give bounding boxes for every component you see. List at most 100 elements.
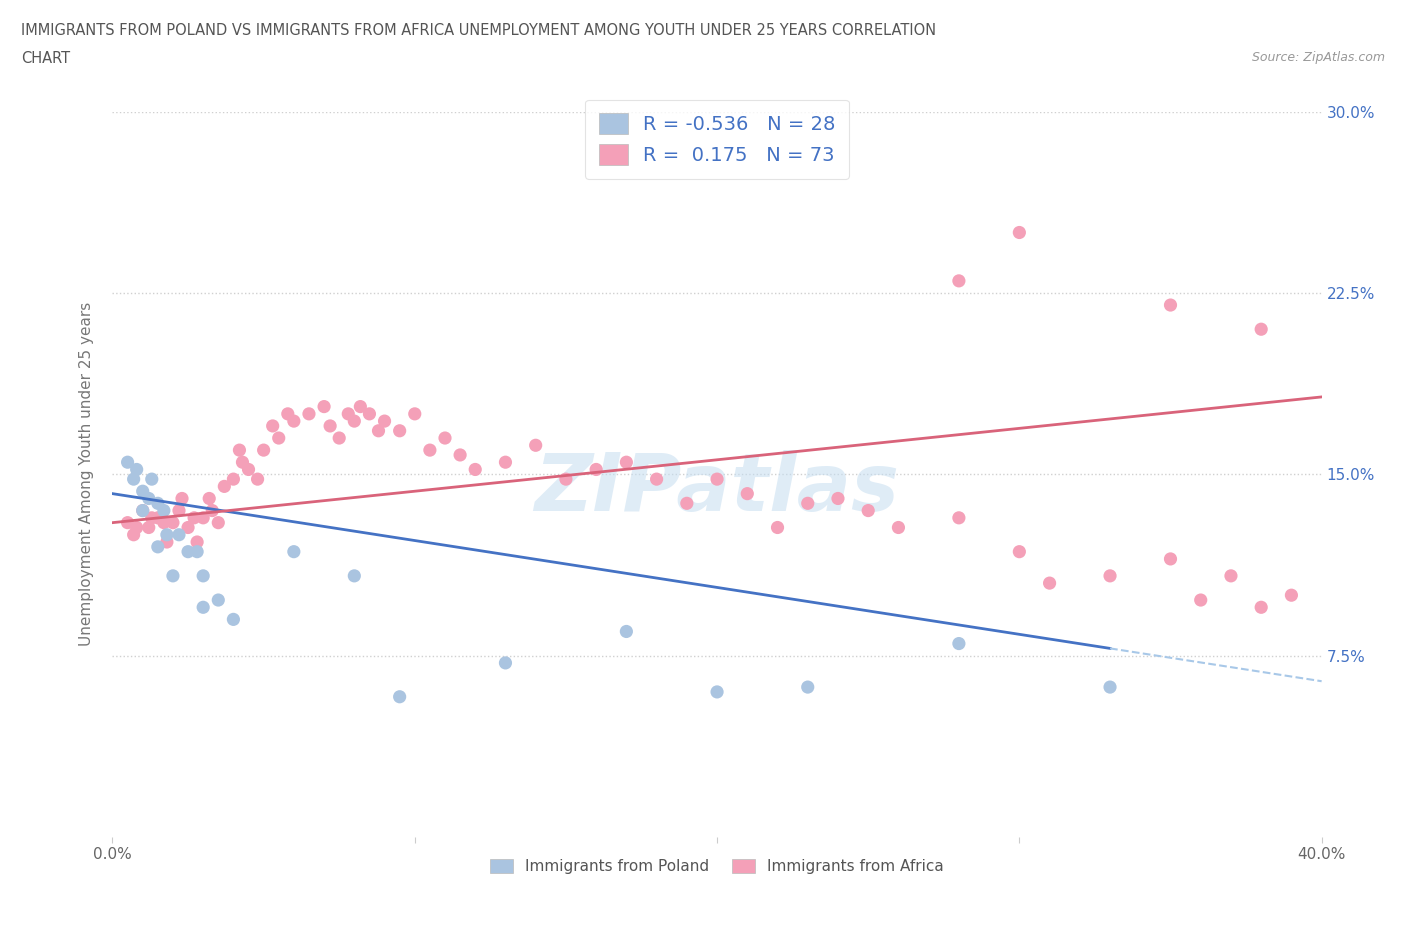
- Point: [388, 689, 411, 704]
- Point: [1279, 588, 1302, 603]
- Point: [177, 520, 200, 535]
- Point: [162, 568, 184, 583]
- Point: [117, 455, 139, 470]
- Point: [464, 462, 486, 477]
- Legend: Immigrants from Poland, Immigrants from Africa: Immigrants from Poland, Immigrants from …: [484, 853, 950, 880]
- Point: [262, 418, 284, 433]
- Point: [796, 496, 818, 511]
- Point: [1250, 322, 1272, 337]
- Point: [374, 414, 396, 429]
- Point: [343, 568, 366, 583]
- Point: [314, 399, 336, 414]
- Point: [146, 511, 169, 525]
- Y-axis label: Unemployment Among Youth under 25 years: Unemployment Among Youth under 25 years: [79, 302, 94, 646]
- Point: [253, 443, 276, 458]
- Point: [1189, 592, 1212, 607]
- Point: [433, 431, 456, 445]
- Point: [146, 496, 169, 511]
- Point: [343, 414, 366, 429]
- Point: [737, 486, 759, 501]
- Point: [117, 515, 139, 530]
- Point: [170, 491, 193, 506]
- Point: [1159, 298, 1181, 312]
- Point: [132, 503, 155, 518]
- Point: [201, 503, 224, 518]
- Point: [186, 535, 208, 550]
- Point: [132, 503, 155, 518]
- Point: [388, 423, 411, 438]
- Point: [228, 443, 250, 458]
- Point: [141, 472, 163, 486]
- Point: [948, 511, 970, 525]
- Point: [319, 418, 342, 433]
- Point: [645, 472, 668, 486]
- Point: [183, 511, 205, 525]
- Point: [132, 484, 155, 498]
- Point: [585, 462, 607, 477]
- Point: [122, 527, 145, 542]
- Point: [616, 624, 638, 639]
- Point: [186, 544, 208, 559]
- Point: [616, 455, 638, 470]
- Point: [856, 503, 880, 518]
- Point: [948, 636, 970, 651]
- Text: CHART: CHART: [21, 51, 70, 66]
- Point: [156, 535, 179, 550]
- Point: [191, 600, 214, 615]
- Point: [191, 568, 214, 583]
- Point: [231, 455, 253, 470]
- Point: [177, 544, 200, 559]
- Text: Source: ZipAtlas.com: Source: ZipAtlas.com: [1251, 51, 1385, 64]
- Point: [706, 684, 728, 699]
- Point: [153, 515, 176, 530]
- Point: [675, 496, 697, 511]
- Point: [1098, 680, 1121, 695]
- Point: [554, 472, 576, 486]
- Point: [1250, 600, 1272, 615]
- Point: [146, 539, 169, 554]
- Point: [1008, 544, 1031, 559]
- Point: [349, 399, 371, 414]
- Point: [238, 462, 260, 477]
- Point: [948, 273, 970, 288]
- Point: [122, 472, 145, 486]
- Point: [706, 472, 728, 486]
- Point: [1008, 225, 1031, 240]
- Point: [283, 544, 305, 559]
- Point: [138, 491, 160, 506]
- Point: [207, 592, 229, 607]
- Point: [125, 520, 148, 535]
- Point: [153, 503, 176, 518]
- Point: [222, 612, 245, 627]
- Point: [495, 656, 517, 671]
- Point: [1220, 568, 1243, 583]
- Point: [404, 406, 426, 421]
- Point: [267, 431, 290, 445]
- Point: [887, 520, 910, 535]
- Point: [283, 414, 305, 429]
- Point: [1038, 576, 1062, 591]
- Point: [141, 511, 163, 525]
- Text: ZIPatlas: ZIPatlas: [534, 450, 900, 528]
- Point: [198, 491, 221, 506]
- Point: [246, 472, 269, 486]
- Point: [1098, 568, 1121, 583]
- Point: [495, 455, 517, 470]
- Point: [337, 406, 360, 421]
- Text: IMMIGRANTS FROM POLAND VS IMMIGRANTS FROM AFRICA UNEMPLOYMENT AMONG YOUTH UNDER : IMMIGRANTS FROM POLAND VS IMMIGRANTS FRO…: [21, 23, 936, 38]
- Point: [222, 472, 245, 486]
- Point: [449, 447, 471, 462]
- Point: [162, 515, 184, 530]
- Point: [766, 520, 789, 535]
- Point: [796, 680, 818, 695]
- Point: [207, 515, 229, 530]
- Point: [125, 462, 148, 477]
- Point: [419, 443, 441, 458]
- Point: [214, 479, 236, 494]
- Point: [1159, 551, 1181, 566]
- Point: [191, 511, 214, 525]
- Point: [156, 527, 179, 542]
- Point: [827, 491, 849, 506]
- Point: [524, 438, 547, 453]
- Point: [138, 520, 160, 535]
